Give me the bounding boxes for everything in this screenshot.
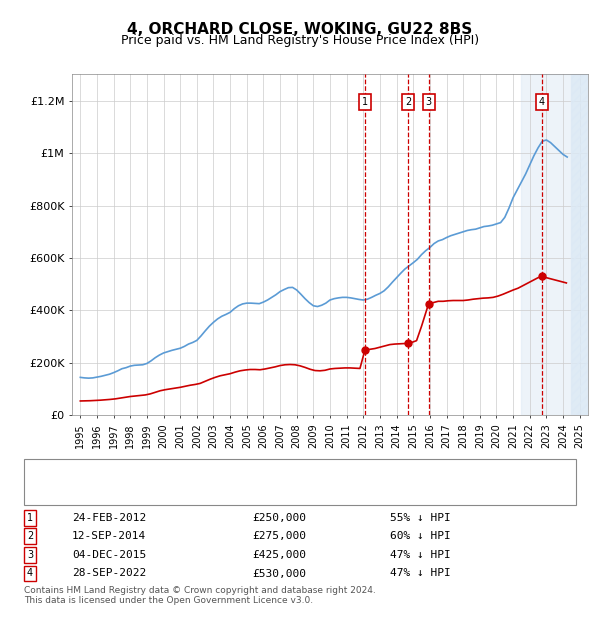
Text: HPI: Average price, detached house, Woking: HPI: Average price, detached house, Woki…	[96, 488, 327, 498]
Text: 24-FEB-2012: 24-FEB-2012	[72, 513, 146, 523]
Text: 4, ORCHARD CLOSE, WOKING, GU22 8BS: 4, ORCHARD CLOSE, WOKING, GU22 8BS	[127, 22, 473, 37]
Text: £275,000: £275,000	[252, 531, 306, 541]
Text: 4: 4	[539, 97, 545, 107]
Bar	[571, 74, 588, 415]
Text: Price paid vs. HM Land Registry's House Price Index (HPI): Price paid vs. HM Land Registry's House …	[121, 34, 479, 47]
Text: 28-SEP-2022: 28-SEP-2022	[72, 569, 146, 578]
Text: 12-SEP-2014: 12-SEP-2014	[72, 531, 146, 541]
Text: 47% ↓ HPI: 47% ↓ HPI	[390, 550, 451, 560]
Text: 4: 4	[27, 569, 33, 578]
Text: 1: 1	[27, 513, 33, 523]
Text: £425,000: £425,000	[252, 550, 306, 560]
Text: 3: 3	[425, 97, 431, 107]
Text: 3: 3	[27, 550, 33, 560]
Text: 55% ↓ HPI: 55% ↓ HPI	[390, 513, 451, 523]
Text: 2: 2	[405, 97, 412, 107]
Text: Contains HM Land Registry data © Crown copyright and database right 2024.
This d: Contains HM Land Registry data © Crown c…	[24, 586, 376, 605]
Text: £250,000: £250,000	[252, 513, 306, 523]
Text: 04-DEC-2015: 04-DEC-2015	[72, 550, 146, 560]
Text: 60% ↓ HPI: 60% ↓ HPI	[390, 531, 451, 541]
Text: £530,000: £530,000	[252, 569, 306, 578]
Text: 47% ↓ HPI: 47% ↓ HPI	[390, 569, 451, 578]
Text: 2: 2	[27, 531, 33, 541]
Text: 1: 1	[362, 97, 368, 107]
Bar	[521, 74, 588, 415]
Text: 4, ORCHARD CLOSE, WOKING, GU22 8BS (detached house): 4, ORCHARD CLOSE, WOKING, GU22 8BS (deta…	[96, 469, 404, 479]
